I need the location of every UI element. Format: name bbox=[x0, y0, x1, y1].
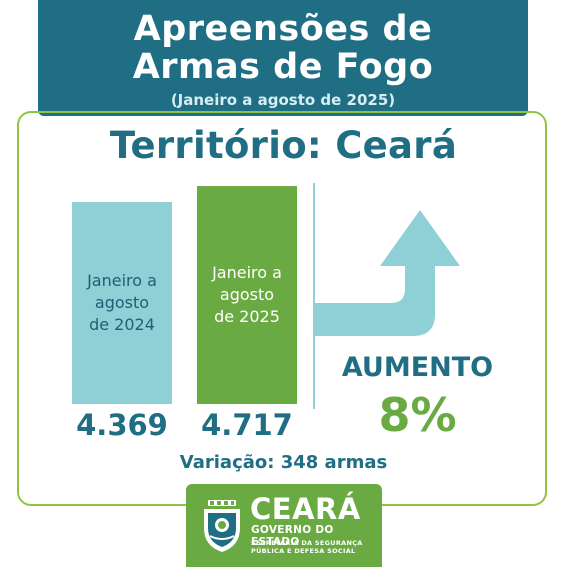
title-line-1: Apreensões de bbox=[133, 9, 433, 49]
variation-text: Variação: 348 armas bbox=[179, 452, 388, 473]
increase-label: AUMENTO bbox=[341, 352, 494, 383]
value-label-2024: 4.369 bbox=[76, 408, 168, 442]
logo-secretaria: SECRETARIA DA SEGURANÇA PÚBLICA E DEFESA… bbox=[251, 539, 363, 555]
divider-line bbox=[313, 183, 315, 409]
bar-2025-label: Janeiro a agosto de 2025 bbox=[212, 262, 282, 326]
logo-secretaria-line-1: SECRETARIA DA SEGURANÇA bbox=[251, 539, 363, 547]
up-arrow-icon bbox=[313, 210, 460, 336]
state-crest-icon bbox=[204, 500, 240, 552]
territory-title: Território: Ceará bbox=[109, 124, 458, 167]
value-label-2025: 4.717 bbox=[201, 408, 293, 442]
subtitle: (Janeiro a agosto de 2025) bbox=[170, 91, 396, 109]
bar-2024-label: Janeiro a agosto de 2024 bbox=[87, 270, 157, 334]
bar-2024: Janeiro a agosto de 2024 bbox=[72, 201, 172, 404]
government-logo: CEARÁ GOVERNO DO ESTADO SECRETARIA DA SE… bbox=[186, 484, 382, 567]
bar-2025: Janeiro a agosto de 2025 bbox=[197, 185, 297, 404]
logo-subtitle: GOVERNO DO ESTADO bbox=[251, 524, 334, 548]
increase-percent: 8% bbox=[378, 388, 457, 442]
logo-secretaria-line-2: PÚBLICA E DEFESA SOCIAL bbox=[251, 547, 356, 555]
logo-title: CEARÁ bbox=[250, 492, 361, 526]
header-banner: Apreensões de Armas de Fogo (Janeiro a a… bbox=[38, 0, 528, 116]
title-line-2: Armas de Fogo bbox=[132, 47, 434, 87]
